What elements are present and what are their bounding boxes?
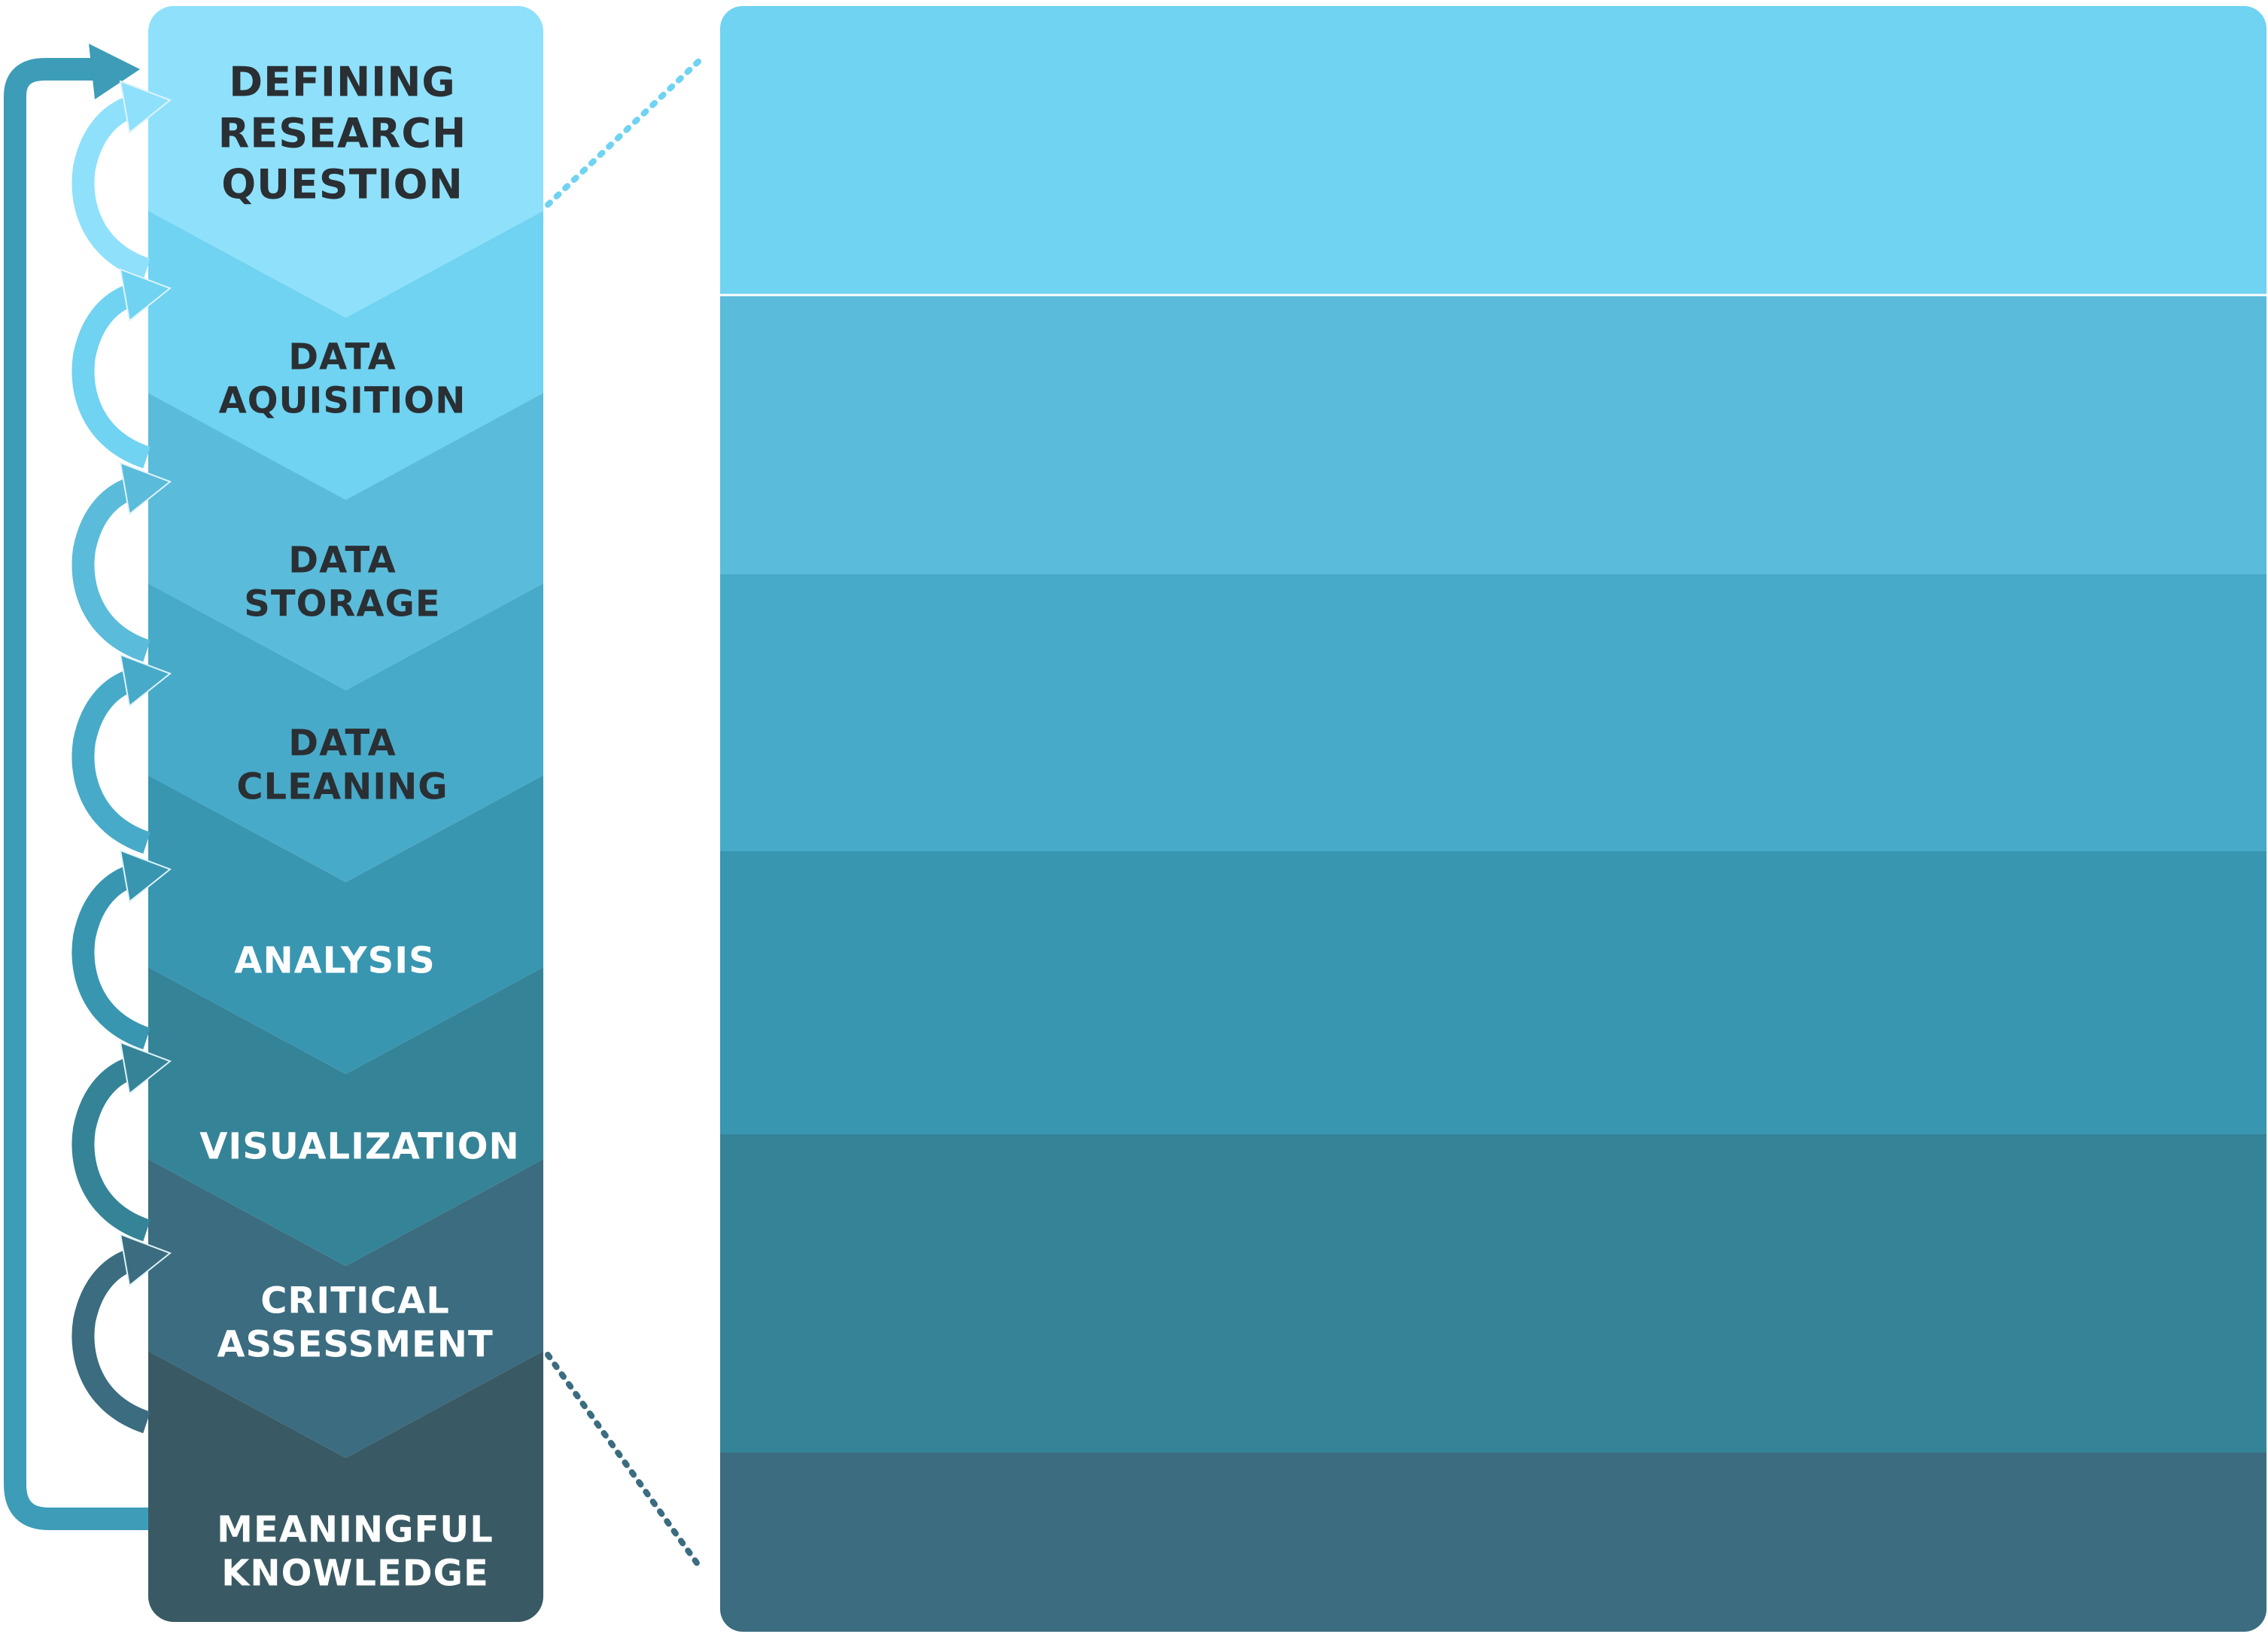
step-label-line: DATA (288, 539, 396, 581)
step-label-line: DATA (288, 336, 396, 378)
curl-arrow-head (119, 461, 172, 516)
step-labels: DEFININGRESEARCHQUESTIONDATAAQUISITIONDA… (199, 58, 519, 1594)
curl-arrow-body (71, 476, 151, 662)
curl-arrow-body (71, 282, 151, 469)
step-label-line: DATA (288, 722, 396, 764)
step-label-line: CLEANING (236, 765, 448, 808)
right-panel-band-6 (720, 1453, 2266, 1632)
curl-arrow-body (71, 1055, 151, 1242)
curl-arrow-icon (71, 80, 172, 281)
curl-arrow-body (71, 863, 151, 1050)
step-block-meaningful-knowledge (148, 1351, 543, 1622)
step-label-line: STORAGE (244, 583, 440, 625)
step-label-analysis: ANALYSIS (234, 939, 435, 981)
curl-arrow-body (71, 94, 151, 281)
right-panel-band-2 (720, 295, 2266, 575)
curl-arrow-head (119, 1233, 172, 1287)
loop-arrow-head-icon (89, 44, 140, 99)
step-block-data-cleaning (148, 583, 543, 882)
step-label-line: RESEARCH (218, 109, 467, 157)
step-block-data-aquisition (148, 211, 543, 500)
curl-arrow-icon (71, 268, 172, 469)
curl-arrow-head (119, 849, 172, 903)
step-label-line: DEFINING (229, 58, 456, 105)
step-label-line: AQUISITION (219, 379, 467, 421)
curl-arrow-body (71, 1247, 151, 1434)
curl-arrow-head (119, 1041, 172, 1095)
curl-arrow-icon (71, 1041, 172, 1242)
curl-arrow-icon (71, 1233, 172, 1434)
curl-arrow-icon (71, 461, 172, 662)
step-label-visualization: VISUALIZATION (199, 1125, 519, 1167)
step-block-defining-research-question (148, 6, 543, 318)
step-curl-arrows (71, 80, 172, 1434)
curl-arrow-icon (71, 849, 172, 1050)
curl-arrow-icon (71, 653, 172, 854)
step-block-data-storage (148, 393, 543, 690)
step-label-line: QUESTION (221, 160, 464, 208)
step-block-critical-assessment (148, 1159, 543, 1458)
right-panel-band-4 (720, 851, 2266, 1135)
step-label-line: MEANINGFUL (217, 1508, 494, 1550)
curl-arrow-head (119, 268, 172, 322)
step-label-line: KNOWLEDGE (221, 1552, 489, 1594)
curl-arrow-body (71, 668, 151, 854)
curl-arrow-head (119, 653, 172, 707)
step-label-line: CRITICAL (260, 1279, 450, 1322)
step-column (148, 6, 543, 1622)
step-block-visualization (148, 967, 543, 1266)
connector-top (545, 56, 704, 208)
loop-arrow-line (4, 58, 150, 1530)
right-panel-band-1 (720, 6, 2266, 295)
right-panel (720, 6, 2266, 1632)
connector-lines (545, 56, 704, 1572)
step-label-line: ANALYSIS (234, 939, 435, 981)
right-panel-band-5 (720, 1134, 2266, 1453)
loop-back-arrow (4, 44, 150, 1530)
step-label-line: VISUALIZATION (199, 1125, 519, 1167)
step-label-line: ASSESSMENT (217, 1323, 493, 1365)
right-panel-band-3 (720, 574, 2266, 852)
connector-bottom (545, 1352, 704, 1572)
curl-arrow-head (119, 80, 172, 134)
step-block-analysis (148, 775, 543, 1074)
